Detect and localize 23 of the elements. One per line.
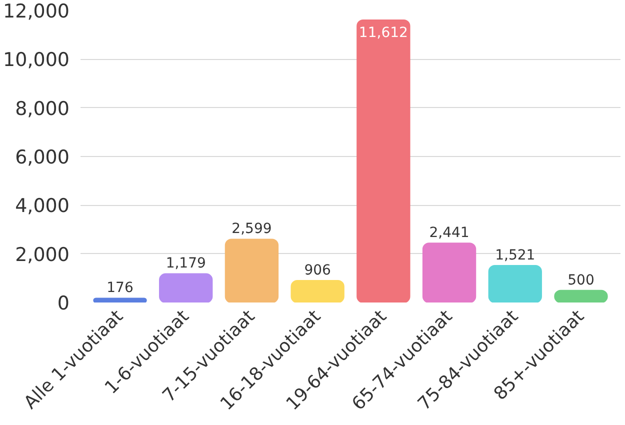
bar [224,238,279,302]
data-label: 1,179 [166,256,206,272]
bar [488,264,542,302]
y-tick-label: 0 [57,292,70,314]
y-tick-label: 8,000 [15,98,70,120]
bar [356,19,410,302]
bar [290,280,344,302]
data-label: 1,521 [495,247,536,264]
data-label: 11,612 [358,25,408,42]
data-label: 176 [106,280,134,296]
bar [93,298,147,302]
data-label: 500 [568,272,594,288]
bar [159,273,213,302]
data-label: 2,599 [232,221,272,238]
data-label: 906 [304,262,332,278]
y-tick-label: 4,000 [15,195,70,218]
data-label: 2,441 [429,225,470,242]
bar [554,290,608,302]
y-tick-label: 2,000 [15,244,70,266]
y-tick-label: 10,000 [3,49,70,72]
y-tick-label: 6,000 [15,146,70,168]
bar [422,242,476,302]
y-tick-label: 12,000 [3,0,70,22]
